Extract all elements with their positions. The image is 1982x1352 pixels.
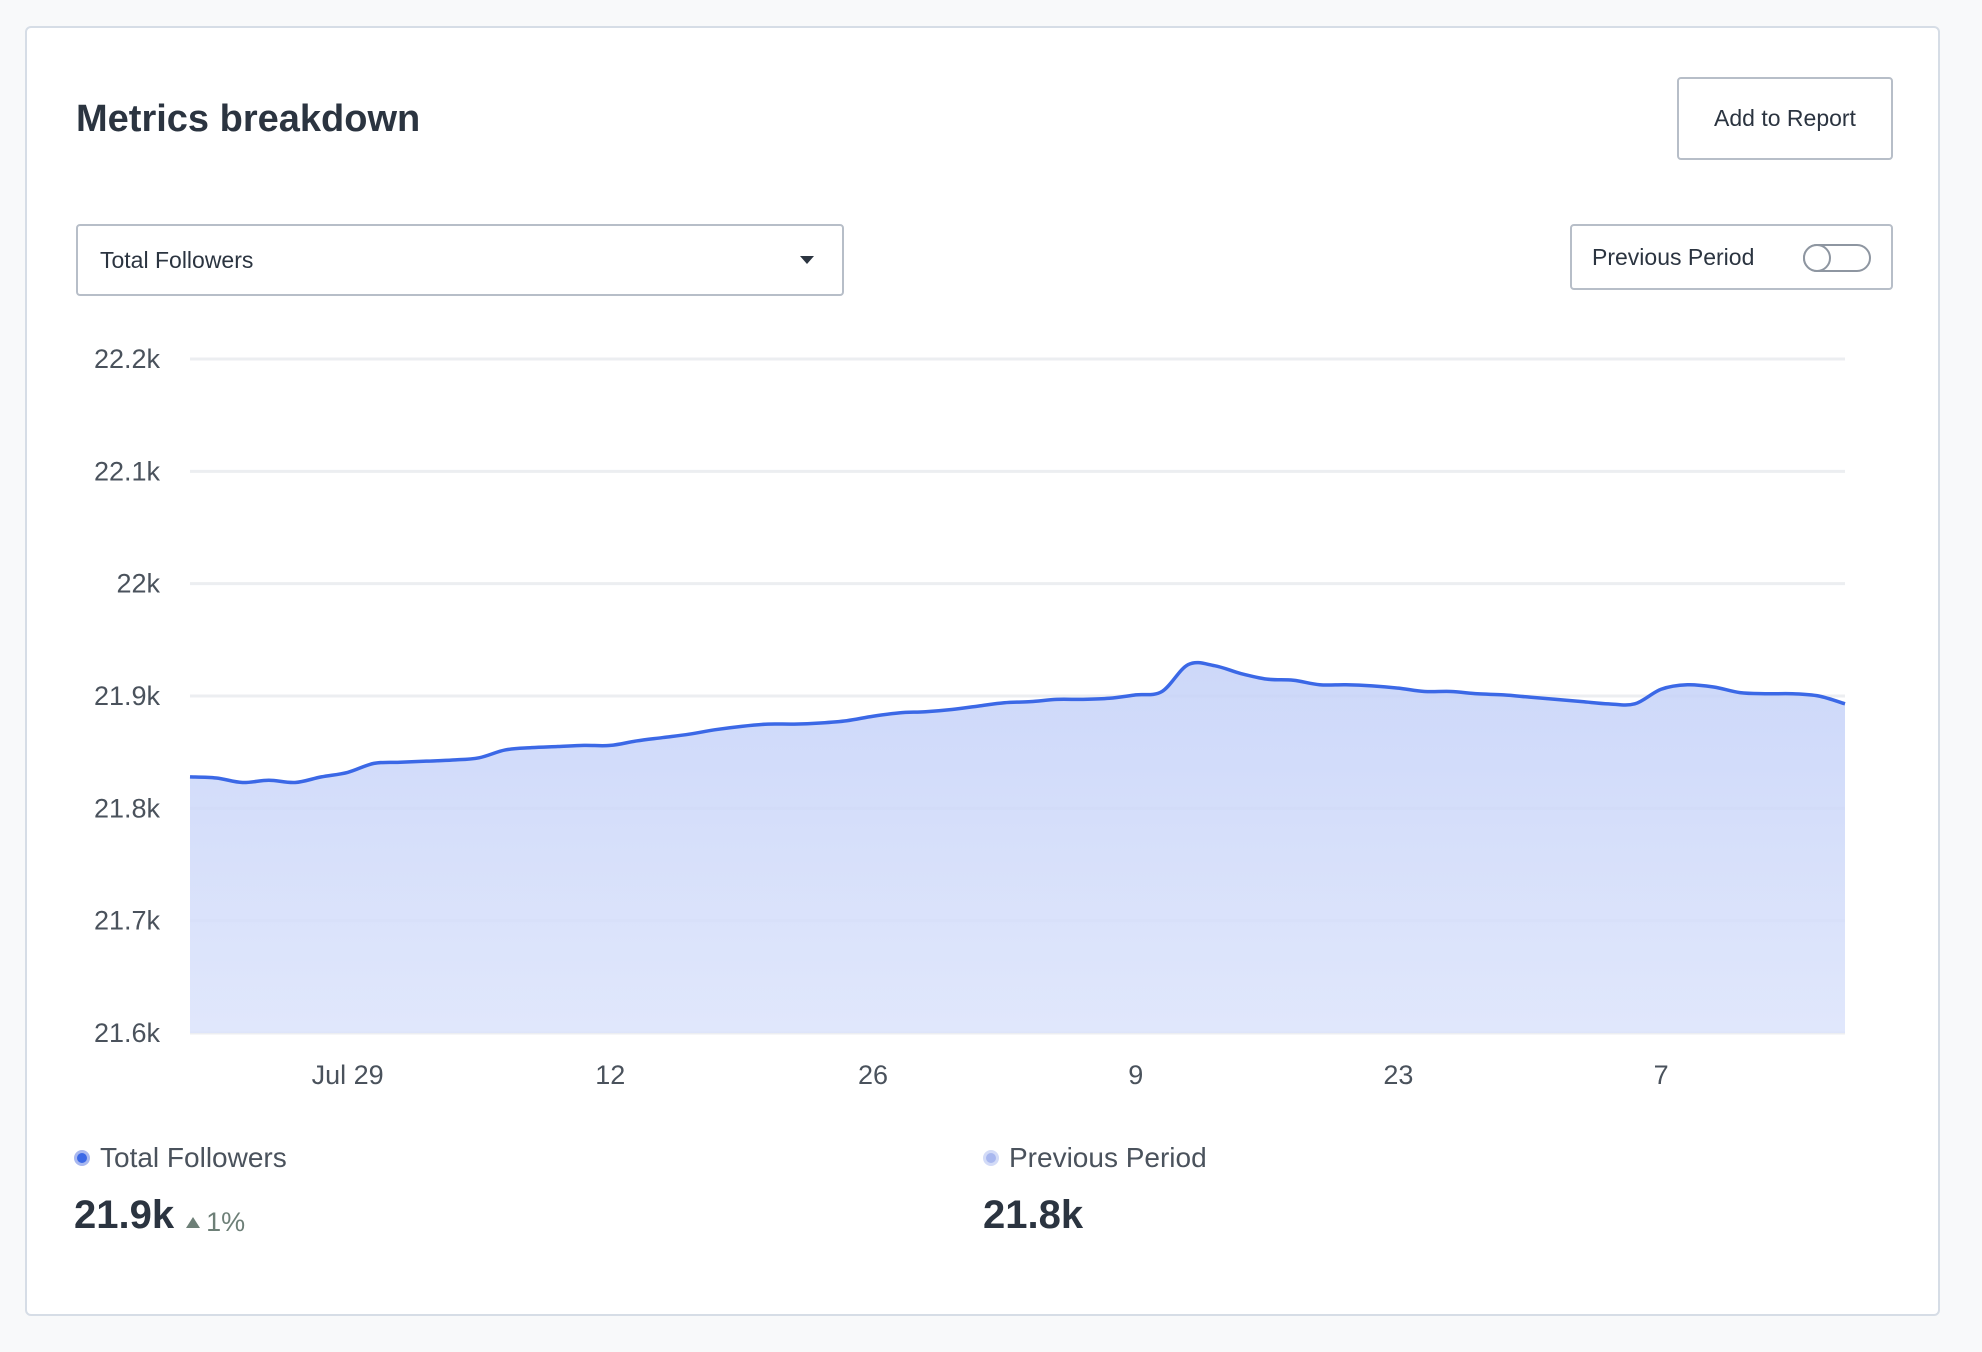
series-area [190, 662, 1845, 1033]
y-tick-label: 22.2k [94, 344, 161, 374]
previous-dot-icon [983, 1150, 999, 1166]
previous-period-toggle[interactable] [1803, 244, 1871, 272]
y-tick-label: 21.9k [94, 681, 161, 711]
series-dot-icon [74, 1150, 90, 1166]
y-tick-label: 22k [116, 569, 160, 599]
y-tick-label: 22.1k [94, 456, 161, 486]
card-title: Metrics breakdown [76, 98, 421, 140]
delta-badge: 1% [186, 1207, 245, 1238]
caret-down-icon [800, 256, 814, 264]
y-tick-label: 21.7k [94, 906, 161, 936]
x-tick-label: 12 [595, 1060, 625, 1090]
x-tick-label: 9 [1128, 1060, 1143, 1090]
x-tick-label: 26 [858, 1060, 888, 1090]
x-tick-label: Jul 29 [312, 1060, 384, 1090]
legend-label-previous: Previous Period [1009, 1142, 1207, 1173]
legend-total-followers: Total Followers [74, 1142, 287, 1174]
x-tick-label: 7 [1654, 1060, 1669, 1090]
x-tick-label: 23 [1383, 1060, 1413, 1090]
delta-text: 1% [206, 1207, 246, 1237]
series-line [189, 660, 1846, 785]
y-tick-label: 21.6k [94, 1018, 161, 1048]
toggle-knob [1803, 244, 1831, 272]
previous-period-label: Previous Period [1592, 243, 1755, 270]
previous-value: 21.8k [983, 1193, 1083, 1238]
legend-previous-period: Previous Period [983, 1142, 1207, 1174]
previous-value-text: 21.8k [983, 1193, 1084, 1237]
current-value-text: 21.9k [74, 1193, 175, 1237]
previous-period-control: Previous Period [1570, 224, 1893, 290]
metrics-breakdown-card: Metrics breakdown Add to Report Total Fo… [25, 26, 1940, 1316]
y-tick-label: 21.8k [94, 793, 161, 823]
metric-select[interactable]: Total Followers [76, 224, 844, 296]
metric-select-value: Total Followers [100, 246, 254, 273]
add-to-report-button[interactable]: Add to Report [1677, 77, 1893, 160]
current-value: 21.9k 1% [74, 1193, 245, 1238]
triangle-up-icon [186, 1217, 201, 1228]
legend-label-current: Total Followers [100, 1142, 287, 1173]
